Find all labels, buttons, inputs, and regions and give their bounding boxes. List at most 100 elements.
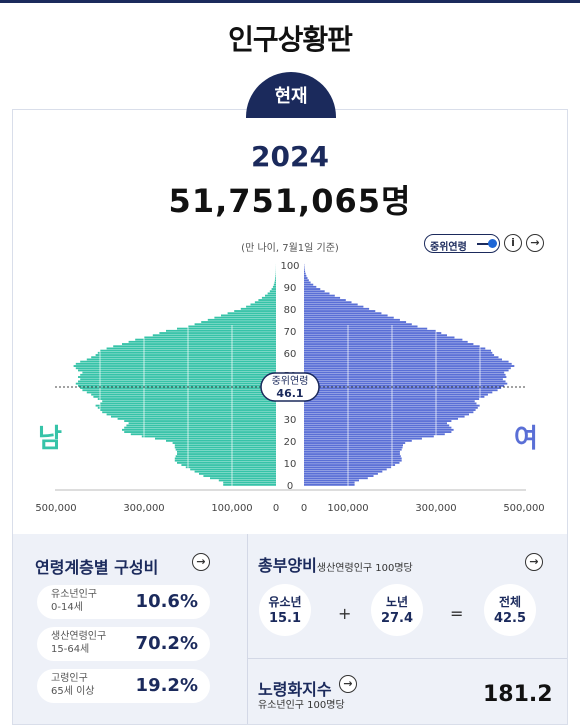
age-structure-arrow-icon[interactable]: → <box>192 553 210 571</box>
female-bar <box>304 437 422 440</box>
male-bar <box>172 442 276 444</box>
dependency-total-bubble: 전체 42.5 <box>484 584 536 636</box>
arrow-right-icon[interactable]: → <box>526 234 544 252</box>
toggle-knob <box>488 239 497 248</box>
age-tick-label: 20 <box>284 437 297 448</box>
female-bar <box>304 464 396 466</box>
dependency-arrow-icon[interactable]: → <box>525 553 543 571</box>
aging-arrow-icon[interactable]: → <box>339 675 357 693</box>
male-bar <box>210 477 276 480</box>
male-bar <box>174 459 276 462</box>
female-bar <box>304 338 463 341</box>
male-bar <box>223 481 276 484</box>
x-tick-label: 100,000 <box>211 503 252 514</box>
tab-current[interactable]: 현재 <box>246 72 336 118</box>
male-bar <box>174 446 276 449</box>
male-bar <box>95 354 276 356</box>
male-bar <box>124 426 276 429</box>
male-bar <box>75 382 276 385</box>
female-bar <box>304 299 346 301</box>
male-bar <box>207 318 276 321</box>
plus-sign: + <box>338 604 352 623</box>
female-bar <box>304 294 335 297</box>
age-tick-label: 90 <box>284 283 297 294</box>
equals-sign: = <box>450 604 464 623</box>
median-toggle-label: 중위연령 <box>430 242 467 253</box>
x-tick-label: 0 <box>301 503 307 514</box>
male-bar <box>194 470 276 473</box>
dependency-youth-bubble: 유소년 15.1 <box>259 584 311 636</box>
female-label: 여 <box>514 424 538 454</box>
male-bar <box>175 448 276 451</box>
female-bar <box>304 369 509 372</box>
male-bar <box>177 461 276 464</box>
aging-index-title: 노령화지수 <box>258 680 332 699</box>
male-bar <box>117 417 276 420</box>
male-bar <box>122 428 276 431</box>
female-bar <box>304 461 400 464</box>
female-bar <box>304 409 476 411</box>
female-bar <box>304 411 474 414</box>
male-bar <box>80 373 276 376</box>
female-bar <box>304 428 454 431</box>
male-bar <box>91 356 276 359</box>
male-bar <box>218 479 276 482</box>
info-icon[interactable]: i <box>504 234 522 252</box>
pyramid-card <box>13 110 567 534</box>
male-bar <box>80 378 276 381</box>
male-bar <box>73 365 276 367</box>
female-bar <box>304 424 450 427</box>
female-bar <box>304 321 407 323</box>
x-tick-label: 500,000 <box>503 503 544 514</box>
male-bar <box>214 316 276 319</box>
male-bar <box>275 274 276 277</box>
male-bar <box>174 457 276 460</box>
female-bar <box>304 395 485 398</box>
male-bar <box>275 277 276 279</box>
female-bar <box>304 296 341 299</box>
female-bar <box>304 384 505 387</box>
female-bar <box>304 314 388 317</box>
x-tick-label: 0 <box>273 503 279 514</box>
male-bar <box>75 367 276 370</box>
dependency-subtitle: 생산연령인구 100명당 <box>316 563 413 574</box>
male-bar <box>78 369 276 372</box>
median-badge-value: 46.1 <box>276 387 303 400</box>
median-badge-box <box>260 372 320 402</box>
female-bar <box>304 310 376 312</box>
male-bar <box>174 444 276 447</box>
male-bar <box>177 453 276 455</box>
x-tick-label: 500,000 <box>35 503 76 514</box>
male-bar <box>201 321 276 323</box>
median-age-toggle[interactable]: 중위연령 <box>424 234 500 253</box>
age-row-label: 고령인구 65세 이상 <box>51 673 95 697</box>
male-bar <box>93 395 277 398</box>
male-bar <box>185 466 276 469</box>
female-bar <box>304 360 509 363</box>
age-row-label: 유소년인구 0-14세 <box>51 589 97 613</box>
male-bar <box>106 347 276 350</box>
male-bar <box>135 338 276 341</box>
toggle-track <box>477 243 493 245</box>
female-bar <box>304 329 436 332</box>
male-bar <box>78 384 276 387</box>
male-bar <box>113 345 276 348</box>
male-bar <box>274 281 276 284</box>
female-bar <box>304 450 400 453</box>
male-bar <box>246 305 276 308</box>
age-tick-label: 70 <box>284 327 297 338</box>
female-bar <box>304 347 486 350</box>
bottom-stats: 연령계층별 구성비 → 유소년인구 0-14세 10.6% 생산연령인구 15-64… <box>13 534 567 724</box>
female-bar <box>304 356 499 359</box>
female-bar <box>304 288 321 290</box>
female-bar <box>304 318 400 321</box>
male-bar <box>78 376 276 378</box>
male-bar <box>203 475 276 477</box>
male-bar <box>95 404 276 407</box>
x-tick-label: 300,000 <box>415 503 456 514</box>
female-bar <box>304 274 307 277</box>
male-bar <box>141 435 276 438</box>
female-bar <box>304 475 374 477</box>
male-bar <box>130 433 276 436</box>
female-bar <box>304 279 309 282</box>
